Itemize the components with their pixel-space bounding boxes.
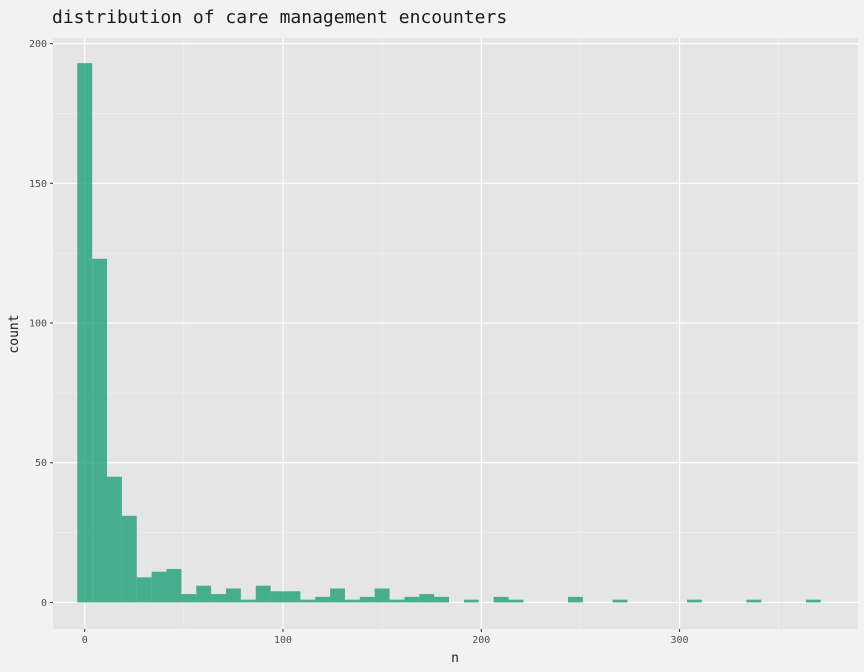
histogram-bar [196,585,212,603]
histogram-bar [568,596,583,603]
x-tick-label: 200 [472,635,490,646]
histogram-bar [107,476,122,603]
histogram-bar [315,596,331,603]
histogram-bar [121,515,137,603]
histogram-bar [151,571,167,603]
histogram-bar [344,599,360,603]
y-axis: 0 50 100 150 200 [29,39,53,609]
x-tick-label: 300 [671,635,689,646]
histogram-bars [77,63,821,603]
histogram-bar [359,596,375,603]
plot-panel [53,38,858,629]
y-tick-label: 150 [29,179,47,190]
histogram-bar [686,599,702,603]
histogram-bar [92,258,108,603]
y-axis-title: count [7,314,22,353]
histogram-bar [508,599,524,603]
major-gridlines [53,38,858,629]
minor-gridlines [53,38,858,629]
chart-title: distribution of care management encounte… [52,7,507,28]
histogram-bar [136,577,152,603]
histogram-bar [493,596,509,603]
x-axis: 0 100 200 300 [82,629,689,646]
histogram-bar [404,596,420,603]
histogram-bar [389,599,405,603]
histogram-bar [77,63,93,603]
histogram-bar [166,568,182,603]
histogram-bar [181,594,197,603]
histogram-bar [225,588,241,603]
histogram-bar [211,594,226,603]
histogram-bar [612,599,628,603]
y-tick-label: 0 [41,598,47,609]
histogram-bar [374,588,390,603]
y-tick-label: 200 [29,39,47,50]
histogram-bar [270,591,286,603]
y-tick-label: 50 [35,458,47,469]
histogram-bar [434,596,450,603]
x-tick-label: 100 [274,635,292,646]
histogram-bar [805,599,821,603]
histogram-bar [255,585,271,603]
histogram-bar [285,591,301,603]
histogram-bar [746,599,762,603]
x-tick-label: 0 [82,635,88,646]
histogram-bar [300,599,316,603]
x-axis-title: n [451,651,459,666]
histogram-bar [240,599,256,603]
y-tick-label: 100 [29,319,47,330]
histogram-bar [330,588,345,603]
histogram-bar [463,599,479,603]
histogram-bar [419,594,435,603]
